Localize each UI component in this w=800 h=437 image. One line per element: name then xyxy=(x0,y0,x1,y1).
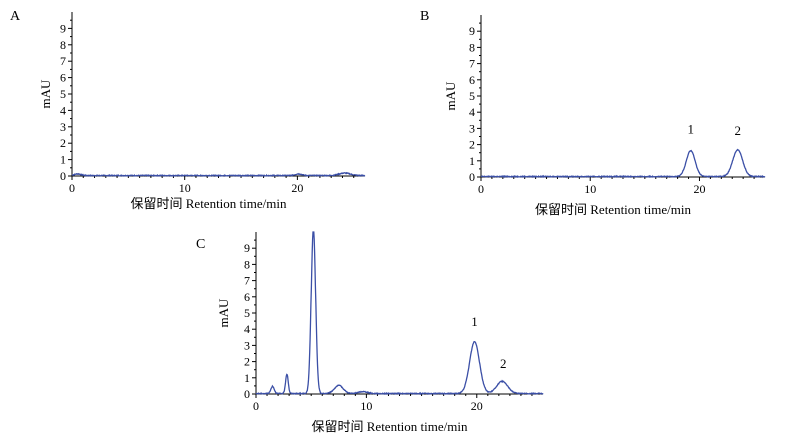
y-tick-label: 5 xyxy=(244,306,250,320)
x-axis-title: 保留时间 Retention time/min xyxy=(535,202,691,217)
y-tick-label: 8 xyxy=(60,38,66,52)
y-axis-title: mAU xyxy=(443,81,458,111)
chromatogram-trace xyxy=(255,231,544,396)
y-tick-label: 1 xyxy=(469,154,475,168)
x-tick-label: 0 xyxy=(253,399,259,413)
peak-label: 2 xyxy=(734,123,741,138)
y-tick-label: 7 xyxy=(469,57,475,71)
y-tick-label: 3 xyxy=(469,121,475,135)
y-tick-label: 3 xyxy=(244,338,250,352)
y-tick-label: 2 xyxy=(60,136,66,150)
x-tick-label: 20 xyxy=(291,181,303,195)
y-tick-label: 4 xyxy=(244,322,250,336)
y-tick-label: 1 xyxy=(244,371,250,385)
y-tick-label: 5 xyxy=(60,87,66,101)
y-tick-label: 4 xyxy=(60,103,66,117)
x-tick-label: 20 xyxy=(471,399,483,413)
x-tick-label: 10 xyxy=(584,182,596,196)
y-tick-label: 6 xyxy=(244,290,250,304)
y-tick-label: 9 xyxy=(469,24,475,38)
panel-letter: C xyxy=(196,237,205,252)
y-tick-label: 6 xyxy=(469,73,475,87)
chromatogram-trace xyxy=(71,171,366,177)
y-tick-label: 7 xyxy=(60,54,66,68)
x-tick-label: 0 xyxy=(69,181,75,195)
y-tick-label: 8 xyxy=(244,257,250,271)
panel-letter: B xyxy=(420,9,429,24)
y-tick-label: 6 xyxy=(60,71,66,85)
x-tick-label: 10 xyxy=(360,399,372,413)
y-tick-label: 4 xyxy=(469,105,475,119)
y-tick-label: 0 xyxy=(244,387,250,401)
peak-label: 1 xyxy=(687,121,694,136)
x-tick-label: 0 xyxy=(478,182,484,196)
y-tick-label: 3 xyxy=(60,120,66,134)
y-axis-title: mAU xyxy=(38,79,53,109)
x-axis-title: 保留时间 Retention time/min xyxy=(131,196,287,211)
y-tick-label: 0 xyxy=(469,170,475,184)
peak-label: 2 xyxy=(500,356,507,371)
y-tick-label: 7 xyxy=(244,274,250,288)
y-tick-label: 1 xyxy=(60,153,66,167)
y-tick-label: 5 xyxy=(469,89,475,103)
x-tick-label: 20 xyxy=(693,182,705,196)
y-axis-title: mAU xyxy=(216,298,231,328)
peak-label: 1 xyxy=(471,314,478,329)
y-tick-label: 8 xyxy=(469,40,475,54)
y-tick-label: 0 xyxy=(60,169,66,183)
y-tick-label: 2 xyxy=(469,138,475,152)
y-tick-label: 2 xyxy=(244,355,250,369)
chromatogram-trace xyxy=(480,148,766,179)
y-tick-label: 9 xyxy=(244,241,250,255)
panel-letter: A xyxy=(10,9,21,24)
x-tick-label: 10 xyxy=(179,181,191,195)
y-tick-label: 9 xyxy=(60,21,66,35)
x-axis-title: 保留时间 Retention time/min xyxy=(312,419,468,434)
